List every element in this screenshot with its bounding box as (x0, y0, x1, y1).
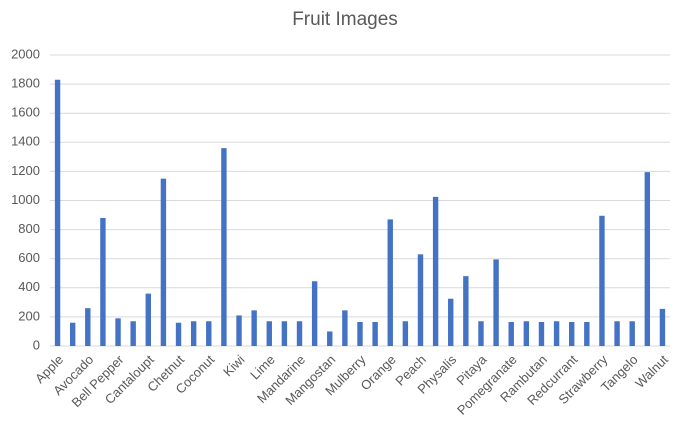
bar (236, 315, 242, 346)
bar (614, 321, 620, 346)
bar (357, 321, 363, 346)
y-tick-label: 1200 (11, 163, 40, 178)
bar (417, 254, 424, 346)
bar (644, 172, 651, 346)
bar (432, 196, 439, 346)
bar (145, 293, 151, 346)
y-tick-label: 800 (18, 221, 40, 236)
bar (569, 321, 575, 346)
bar (85, 308, 91, 346)
y-tick-label: 1000 (11, 192, 40, 207)
bar (296, 321, 303, 346)
chart-title: Fruit Images (292, 9, 398, 30)
y-tick-label: 1600 (11, 105, 40, 120)
bar (266, 321, 272, 346)
y-tick-label: 600 (18, 250, 40, 265)
bar (584, 321, 590, 346)
bar (553, 321, 560, 346)
bar (327, 331, 333, 346)
bar (115, 318, 121, 346)
bar (448, 298, 454, 346)
bar (629, 321, 635, 346)
bar (206, 321, 212, 346)
y-tick-label: 400 (18, 279, 40, 294)
bar (478, 321, 484, 346)
bar (372, 321, 378, 346)
bar (175, 322, 182, 346)
bar (54, 79, 61, 347)
bar (221, 148, 227, 346)
bar (508, 321, 514, 346)
bar (387, 219, 393, 346)
bar (281, 321, 288, 346)
bar (463, 276, 469, 346)
y-tick-label: 2000 (11, 46, 40, 61)
bar (190, 321, 197, 346)
bar (538, 321, 545, 346)
bar (493, 259, 499, 346)
bar (342, 310, 348, 346)
x-tick-label: Kiwi (220, 352, 248, 380)
bar (523, 321, 530, 346)
x-tick-label: Walnut (632, 352, 671, 391)
y-tick-label: 0 (33, 337, 40, 352)
y-tick-label: 1400 (11, 134, 40, 149)
bar (100, 217, 106, 346)
bar (160, 178, 167, 346)
bar (251, 310, 257, 346)
bar (402, 321, 409, 346)
y-tick-label: 1800 (11, 76, 40, 91)
bar (599, 215, 605, 346)
bar (69, 322, 76, 346)
y-tick-label: 200 (18, 308, 40, 323)
bar (130, 321, 136, 346)
bar (311, 281, 318, 346)
bar (659, 308, 666, 346)
